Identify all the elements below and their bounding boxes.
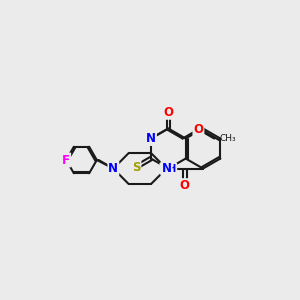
Text: NH: NH bbox=[160, 164, 176, 173]
Text: F: F bbox=[62, 154, 70, 166]
Text: S: S bbox=[132, 160, 140, 174]
Text: O: O bbox=[194, 123, 203, 136]
Text: N: N bbox=[161, 162, 172, 175]
Text: N: N bbox=[146, 132, 156, 145]
Text: O: O bbox=[180, 179, 190, 192]
Text: N: N bbox=[108, 162, 118, 175]
Text: O: O bbox=[163, 106, 173, 119]
Text: CH₃: CH₃ bbox=[220, 134, 236, 143]
